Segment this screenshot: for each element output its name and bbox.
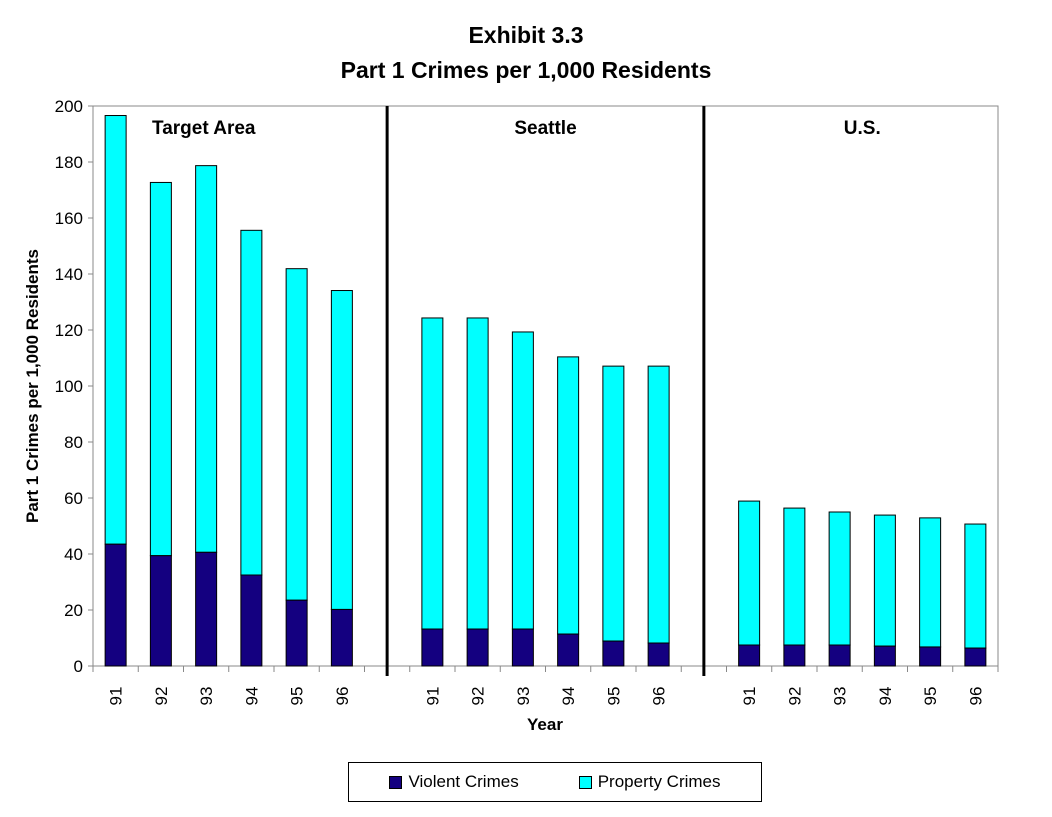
bar-violent [557,633,580,667]
bar-violent [466,628,489,667]
chart-title: Exhibit 3.3 [468,22,584,48]
y-tick-label: 80 [64,433,83,452]
x-tick-label: 96 [333,687,352,706]
bar-violent [195,551,218,667]
bar-violent [964,647,987,667]
plot-frame [92,105,999,667]
bar-property [511,331,534,630]
bar-property [557,356,580,635]
legend-label: Violent Crimes [408,772,519,791]
bar-property [285,268,308,601]
bar-violent [783,644,806,667]
y-tick-label: 120 [55,321,83,340]
y-tick-label: 200 [55,97,83,116]
y-tick-label: 40 [64,545,83,564]
x-tick-label: 92 [785,687,804,706]
group-label: Target Area [152,118,256,139]
group-label: Seattle [514,118,576,139]
bar-violent [330,608,353,667]
bar-property [738,500,761,646]
x-tick-label: 92 [152,687,171,706]
group-label: U.S. [844,118,881,139]
y-tick-label: 160 [55,209,83,228]
bar-property [421,317,444,630]
bar-property [195,165,218,553]
bar-property [647,365,670,644]
bar-violent [602,640,625,667]
x-tick-label: 91 [107,687,126,706]
x-tick-label: 95 [604,687,623,706]
bar-violent [873,645,896,667]
y-tick-label: 60 [64,489,83,508]
bar-violent [647,642,670,667]
x-tick-label: 96 [650,687,669,706]
bar-property [783,507,806,646]
x-axis-title: Year [527,715,563,734]
y-tick-label: 180 [55,153,83,172]
bar-violent [421,628,444,667]
x-tick-label: 94 [876,687,895,706]
x-tick-label: 96 [966,687,985,706]
y-tick-label: 0 [74,657,83,676]
y-tick-label: 140 [55,265,83,284]
bar-violent [828,644,851,667]
legend-swatch [578,775,592,789]
bar-property [919,517,942,648]
bar-violent [149,555,172,667]
bar-property [828,511,851,646]
bar-violent [511,628,534,667]
bar-property [873,514,896,647]
chart-subtitle: Part 1 Crimes per 1,000 Residents [340,57,712,83]
legend: Violent Crimes Property Crimes [348,762,762,802]
legend-item-violent: Violent Crimes [389,772,519,792]
bar-violent [240,574,263,667]
bar-property [104,115,127,545]
x-tick-label: 92 [469,687,488,706]
y-tick-label: 100 [55,377,83,396]
legend-swatch [389,775,403,789]
y-tick-label: 20 [64,601,83,620]
x-tick-label: 95 [288,687,307,706]
bar-property [149,181,172,557]
x-tick-label: 93 [514,687,533,706]
x-tick-label: 94 [242,687,261,706]
bar-property [330,290,353,610]
bar-property [240,229,263,576]
legend-label: Property Crimes [597,772,721,791]
bar-property [466,317,489,630]
x-tick-label: 91 [423,687,442,706]
bar-violent [919,646,942,667]
x-tick-label: 93 [831,687,850,706]
x-tick-label: 95 [921,687,940,706]
bar-violent [104,543,127,667]
y-axis-title: Part 1 Crimes per 1,000 Residents [23,249,42,523]
plot-area: 0 20 40 60 80 100 120 140 160 180 200 Target Area 91… [23,97,999,734]
bar-property [602,365,625,642]
bar-violent [285,599,308,667]
bar-violent [738,644,761,667]
legend-item-property: Property Crimes [578,772,721,792]
x-tick-label: 94 [559,687,578,706]
x-tick-label: 91 [740,687,759,706]
bar-property [964,523,987,649]
x-tick-label: 93 [197,687,216,706]
